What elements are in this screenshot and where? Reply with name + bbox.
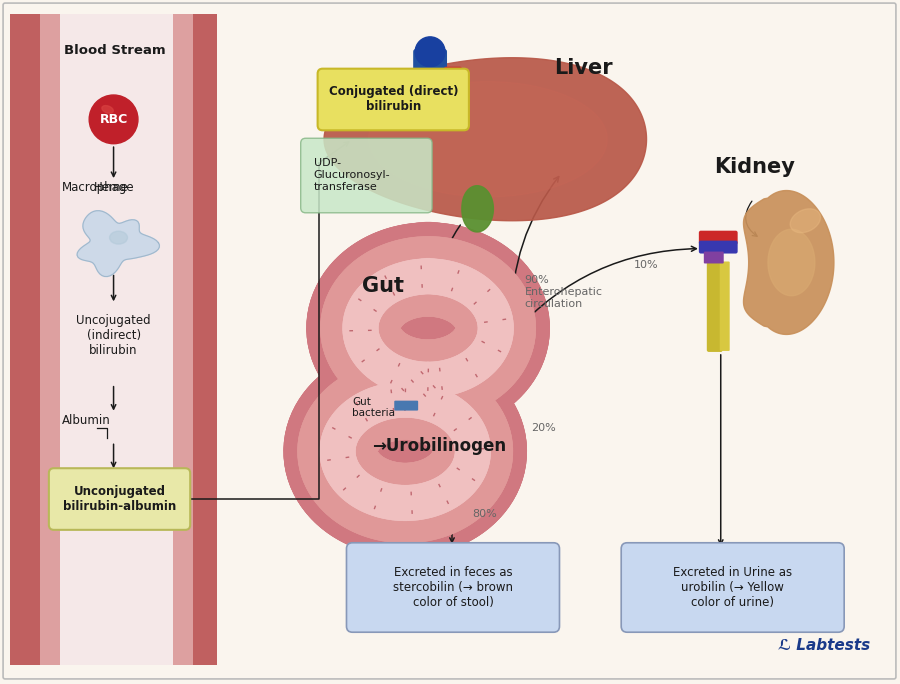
Text: Unconjugated
bilirubin-albumin: Unconjugated bilirubin-albumin [63,485,176,513]
Text: Kidney: Kidney [714,157,795,177]
FancyBboxPatch shape [301,138,432,213]
FancyBboxPatch shape [698,241,738,254]
Bar [174,14,194,665]
Text: Liver: Liver [554,57,613,78]
Polygon shape [768,229,814,295]
Bar [10,14,217,665]
Text: UDP-
Glucuronosyl-
transferase: UDP- Glucuronosyl- transferase [313,159,391,192]
Text: Macrophage: Macrophage [62,181,134,194]
Ellipse shape [426,94,451,114]
FancyBboxPatch shape [706,261,723,352]
FancyBboxPatch shape [704,252,724,263]
Text: 80%: 80% [472,509,497,519]
FancyBboxPatch shape [318,68,469,130]
Text: ℒ Labtests: ℒ Labtests [778,638,870,653]
FancyBboxPatch shape [698,231,738,245]
Text: Blood Stream: Blood Stream [64,44,166,57]
Text: Uncojugated
(indirect)
bilirubin: Uncojugated (indirect) bilirubin [76,314,151,357]
Ellipse shape [110,231,128,244]
FancyBboxPatch shape [346,543,560,632]
Text: Gut: Gut [363,276,404,296]
Text: 10%: 10% [634,261,659,270]
Polygon shape [462,185,493,232]
Ellipse shape [102,105,113,114]
Text: 90%
Enterohepatic
circulation: 90% Enterohepatic circulation [525,276,603,308]
Text: Conjugated (direct)
bilirubin: Conjugated (direct) bilirubin [328,86,458,114]
Polygon shape [324,57,646,221]
Text: Excreted in feces as
stercobilin (→ brown
color of stool): Excreted in feces as stercobilin (→ brow… [393,566,513,609]
Text: RBC: RBC [99,113,128,126]
FancyBboxPatch shape [720,261,730,351]
Bar [10,14,40,665]
FancyBboxPatch shape [444,66,462,92]
Text: 20%: 20% [532,423,556,434]
Polygon shape [77,211,159,276]
Text: Albumin: Albumin [62,414,111,427]
Polygon shape [368,81,608,197]
Circle shape [89,95,138,144]
FancyBboxPatch shape [49,469,190,530]
Bar [194,14,217,665]
Text: Gut
bacteria: Gut bacteria [353,397,395,419]
Text: Excreted in Urine as
urobilin (→ Yellow
color of urine): Excreted in Urine as urobilin (→ Yellow … [673,566,792,609]
Ellipse shape [790,209,821,233]
Polygon shape [743,191,834,334]
Text: Heme: Heme [94,181,129,194]
FancyBboxPatch shape [621,543,844,632]
Bar [40,14,59,665]
Circle shape [415,37,445,66]
Text: →Urobilinogen: →Urobilinogen [373,437,507,456]
FancyBboxPatch shape [394,401,418,410]
FancyBboxPatch shape [413,49,447,109]
